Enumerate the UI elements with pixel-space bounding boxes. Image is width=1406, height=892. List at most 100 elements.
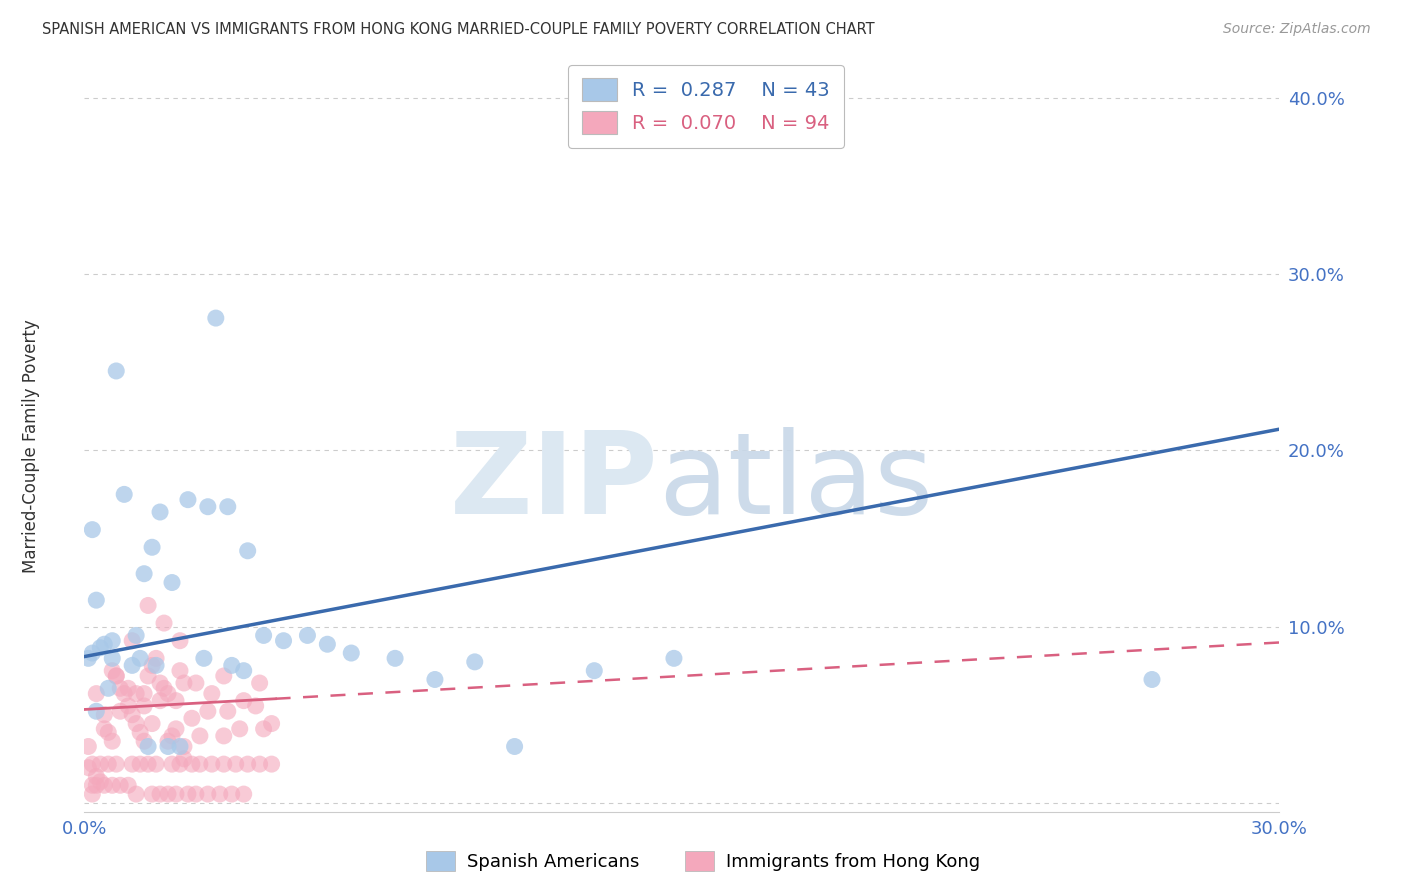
Point xyxy=(105,364,128,378)
Point xyxy=(129,757,152,772)
Point xyxy=(132,687,156,701)
Point xyxy=(184,787,207,801)
Point xyxy=(205,311,228,326)
Text: Married-Couple Family Poverty: Married-Couple Family Poverty xyxy=(22,319,39,573)
Point xyxy=(141,658,163,673)
Point xyxy=(197,704,219,718)
Point xyxy=(249,676,271,690)
Point xyxy=(236,757,259,772)
Point xyxy=(229,722,252,736)
Text: atlas: atlas xyxy=(658,426,934,538)
Point xyxy=(121,757,143,772)
Point xyxy=(86,704,108,718)
Point xyxy=(181,757,204,772)
Point xyxy=(132,734,156,748)
Point xyxy=(101,633,124,648)
Point xyxy=(141,541,163,555)
Point xyxy=(232,787,254,801)
Point xyxy=(157,739,180,754)
Point xyxy=(188,757,211,772)
Point xyxy=(153,681,176,696)
Point xyxy=(129,725,152,739)
Point xyxy=(112,687,135,701)
Point xyxy=(583,664,606,678)
Point xyxy=(129,651,152,665)
Point xyxy=(253,722,276,736)
Legend: Spanish Americans, Immigrants from Hong Kong: Spanish Americans, Immigrants from Hong … xyxy=(419,844,987,879)
Point xyxy=(93,637,115,651)
Point xyxy=(149,693,172,707)
Point xyxy=(86,593,108,607)
Point xyxy=(136,739,159,754)
Point xyxy=(82,787,104,801)
Point xyxy=(82,778,104,792)
Point xyxy=(260,716,283,731)
Text: Source: ZipAtlas.com: Source: ZipAtlas.com xyxy=(1223,22,1371,37)
Point xyxy=(181,711,204,725)
Point xyxy=(101,651,124,665)
Point xyxy=(89,640,111,655)
Point xyxy=(101,664,124,678)
Point xyxy=(340,646,363,660)
Point xyxy=(125,628,148,642)
Point xyxy=(93,778,115,792)
Point xyxy=(157,787,180,801)
Point xyxy=(188,729,211,743)
Point xyxy=(77,651,100,665)
Point xyxy=(217,500,239,514)
Point xyxy=(1140,673,1163,687)
Point xyxy=(105,669,128,683)
Point xyxy=(145,757,167,772)
Point xyxy=(165,787,187,801)
Point xyxy=(201,757,224,772)
Point xyxy=(117,681,139,696)
Point xyxy=(86,778,108,792)
Point xyxy=(165,722,187,736)
Point xyxy=(153,616,176,631)
Point xyxy=(160,729,183,743)
Point xyxy=(141,716,163,731)
Point xyxy=(82,646,104,660)
Point xyxy=(157,734,180,748)
Point xyxy=(101,734,124,748)
Point xyxy=(149,787,172,801)
Text: SPANISH AMERICAN VS IMMIGRANTS FROM HONG KONG MARRIED-COUPLE FAMILY POVERTY CORR: SPANISH AMERICAN VS IMMIGRANTS FROM HONG… xyxy=(42,22,875,37)
Point xyxy=(212,669,235,683)
Point xyxy=(110,681,132,696)
Point xyxy=(260,757,283,772)
Text: ZIP: ZIP xyxy=(450,426,658,538)
Point xyxy=(165,693,187,707)
Point xyxy=(169,664,191,678)
Point xyxy=(217,704,239,718)
Point xyxy=(208,787,231,801)
Point xyxy=(149,676,172,690)
Point xyxy=(169,739,191,754)
Point xyxy=(662,651,685,665)
Point xyxy=(173,752,195,766)
Point xyxy=(110,704,132,718)
Point xyxy=(117,778,139,792)
Point xyxy=(86,687,108,701)
Point xyxy=(112,487,135,501)
Point xyxy=(93,707,115,722)
Point xyxy=(160,757,183,772)
Point xyxy=(173,676,195,690)
Point xyxy=(212,729,235,743)
Point xyxy=(105,669,128,683)
Point xyxy=(245,698,267,713)
Point xyxy=(86,769,108,783)
Point xyxy=(89,774,111,789)
Point xyxy=(232,693,254,707)
Point xyxy=(149,505,172,519)
Point xyxy=(384,651,406,665)
Point xyxy=(503,739,526,754)
Point xyxy=(157,687,180,701)
Point xyxy=(125,687,148,701)
Point xyxy=(77,761,100,775)
Point xyxy=(193,651,215,665)
Point xyxy=(121,633,143,648)
Point xyxy=(464,655,486,669)
Point xyxy=(423,673,446,687)
Point xyxy=(121,707,143,722)
Point xyxy=(273,633,295,648)
